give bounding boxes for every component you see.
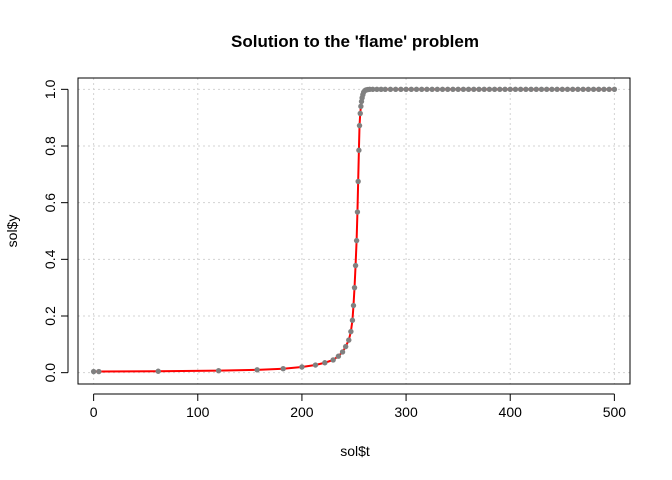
data-point [350, 302, 357, 309]
data-point [378, 86, 384, 93]
data-point [434, 86, 441, 93]
data-point [471, 86, 477, 93]
x-tick-label: 200 [290, 404, 314, 420]
data-point [322, 360, 328, 366]
data-point [348, 328, 354, 335]
data-point [382, 86, 388, 93]
data-point [590, 86, 597, 93]
data-point [330, 357, 336, 363]
plot-frame [77, 77, 631, 385]
data-point [312, 362, 319, 368]
data-point [554, 86, 560, 93]
data-point [254, 367, 260, 373]
data-point [523, 86, 529, 93]
data-point [585, 86, 592, 93]
data-point [611, 86, 618, 93]
x-tick-label: 400 [499, 404, 523, 420]
y-tick-label: 0.0 [42, 363, 58, 383]
data-point [299, 364, 305, 370]
data-point [349, 317, 356, 323]
data-point [355, 178, 361, 185]
data-point [497, 86, 503, 93]
chart-title: Solution to the 'flame' problem [231, 32, 479, 51]
data-point [408, 86, 414, 93]
y-axis-label: sol$y [4, 215, 20, 248]
data-point [596, 86, 602, 93]
grid [78, 78, 630, 384]
data-point [353, 237, 360, 244]
data-point [90, 368, 97, 375]
data-point [356, 122, 363, 129]
data-point [481, 86, 487, 93]
data-point [357, 110, 363, 117]
data-point [575, 86, 581, 93]
series-line [93, 88, 615, 373]
data-point [465, 86, 472, 93]
data-point [358, 103, 364, 110]
data-point [460, 86, 467, 93]
x-tick-label: 300 [394, 404, 418, 420]
x-axis-label: sol$t [340, 443, 370, 459]
y-tick-label: 0.4 [42, 249, 58, 269]
data-point [570, 86, 576, 93]
data-point [346, 337, 352, 343]
y-tick-label: 0.2 [42, 306, 58, 326]
data-point [96, 368, 102, 375]
data-point [387, 86, 394, 93]
data-point [491, 86, 498, 93]
data-point [424, 86, 430, 93]
data-point [543, 86, 550, 93]
data-point [538, 86, 545, 93]
y-tick-label: 0.6 [42, 193, 58, 213]
data-point [335, 353, 342, 359]
data-point [356, 147, 362, 153]
data-point [445, 86, 451, 93]
data-point [564, 86, 571, 93]
data-point [398, 86, 404, 93]
data-point [507, 86, 513, 93]
data-point [528, 86, 534, 93]
data-point [418, 86, 425, 93]
data-point [339, 349, 346, 355]
data-point [342, 343, 349, 350]
data-point [352, 262, 359, 269]
data-point [559, 86, 566, 93]
x-tick-label: 100 [186, 404, 210, 420]
data-layer [90, 86, 618, 375]
data-point [439, 86, 446, 93]
data-point [502, 86, 508, 93]
data-point [374, 86, 380, 93]
data-point [450, 86, 456, 93]
data-point [429, 86, 435, 93]
data-point [413, 86, 420, 93]
y-tick-label: 1.0 [42, 79, 58, 99]
data-point [533, 86, 539, 93]
data-point [549, 86, 555, 93]
x-tick-label: 0 [90, 404, 98, 420]
data-point [476, 86, 482, 93]
y-axis: 0.0 0.2 0.4 0.6 0.8 1.0 [42, 79, 69, 383]
data-point [455, 86, 461, 93]
data-point [486, 86, 493, 93]
data-point [392, 86, 399, 93]
data-point [580, 86, 586, 93]
data-point [155, 368, 161, 374]
y-tick-label: 0.8 [42, 136, 58, 156]
data-point [601, 86, 607, 93]
data-point [403, 86, 409, 93]
data-point [215, 367, 222, 374]
data-point [606, 86, 612, 93]
data-point [512, 86, 519, 93]
data-point [370, 86, 376, 93]
data-point [517, 86, 524, 93]
x-axis: 0 100 200 300 400 500 [90, 393, 627, 420]
x-tick-label: 500 [603, 404, 627, 420]
data-point [280, 366, 286, 372]
data-point [351, 284, 358, 291]
data-point [354, 209, 361, 215]
